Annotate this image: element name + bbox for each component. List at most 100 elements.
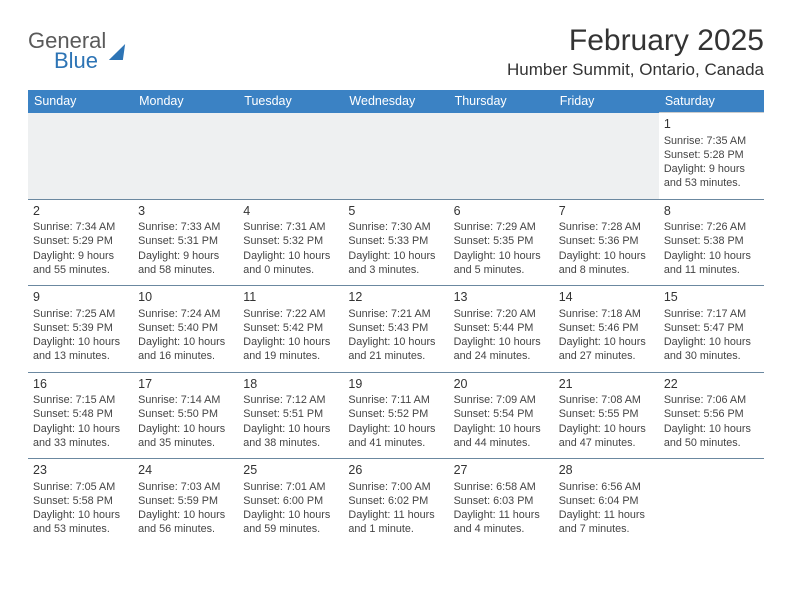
- sunrise-text: Sunrise: 7:05 AM: [33, 480, 128, 494]
- sunset-text: Sunset: 5:58 PM: [33, 494, 128, 508]
- sunset-text: Sunset: 5:43 PM: [348, 321, 443, 335]
- daylight-text: Daylight: 9 hours and 58 minutes.: [138, 249, 233, 278]
- calendar-day-cell: 2Sunrise: 7:34 AMSunset: 5:29 PMDaylight…: [28, 199, 133, 286]
- daylight-text: Daylight: 9 hours and 55 minutes.: [33, 249, 128, 278]
- daylight-text: Daylight: 10 hours and 33 minutes.: [33, 422, 128, 451]
- sunset-text: Sunset: 5:46 PM: [559, 321, 654, 335]
- day-number: 11: [243, 289, 338, 306]
- calendar-day-cell: [133, 113, 238, 200]
- sunrise-text: Sunrise: 7:30 AM: [348, 220, 443, 234]
- sunset-text: Sunset: 5:54 PM: [454, 407, 549, 421]
- daylight-text: Daylight: 10 hours and 41 minutes.: [348, 422, 443, 451]
- sunset-text: Sunset: 5:48 PM: [33, 407, 128, 421]
- daylight-text: Daylight: 10 hours and 47 minutes.: [559, 422, 654, 451]
- calendar-day-cell: 11Sunrise: 7:22 AMSunset: 5:42 PMDayligh…: [238, 286, 343, 373]
- calendar-day-cell: [238, 113, 343, 200]
- weekday-header: Sunday: [28, 90, 133, 113]
- sunset-text: Sunset: 5:29 PM: [33, 234, 128, 248]
- sunset-text: Sunset: 5:52 PM: [348, 407, 443, 421]
- day-number: 15: [664, 289, 759, 306]
- daylight-text: Daylight: 10 hours and 24 minutes.: [454, 335, 549, 364]
- calendar-day-cell: [659, 459, 764, 545]
- weekday-header: Friday: [554, 90, 659, 113]
- location-subtitle: Humber Summit, Ontario, Canada: [507, 60, 764, 80]
- sunset-text: Sunset: 5:33 PM: [348, 234, 443, 248]
- daylight-text: Daylight: 10 hours and 56 minutes.: [138, 508, 233, 537]
- calendar-day-cell: 5Sunrise: 7:30 AMSunset: 5:33 PMDaylight…: [343, 199, 448, 286]
- calendar-body: 1Sunrise: 7:35 AMSunset: 5:28 PMDaylight…: [28, 113, 764, 545]
- sunrise-text: Sunrise: 7:29 AM: [454, 220, 549, 234]
- sunset-text: Sunset: 5:47 PM: [664, 321, 759, 335]
- day-number: 21: [559, 376, 654, 393]
- sunset-text: Sunset: 5:39 PM: [33, 321, 128, 335]
- calendar-day-cell: 7Sunrise: 7:28 AMSunset: 5:36 PMDaylight…: [554, 199, 659, 286]
- calendar-week-row: 1Sunrise: 7:35 AMSunset: 5:28 PMDaylight…: [28, 113, 764, 200]
- calendar-day-cell: 17Sunrise: 7:14 AMSunset: 5:50 PMDayligh…: [133, 372, 238, 459]
- calendar-day-cell: 3Sunrise: 7:33 AMSunset: 5:31 PMDaylight…: [133, 199, 238, 286]
- sunrise-text: Sunrise: 7:33 AM: [138, 220, 233, 234]
- calendar-day-cell: 14Sunrise: 7:18 AMSunset: 5:46 PMDayligh…: [554, 286, 659, 373]
- calendar-day-cell: 16Sunrise: 7:15 AMSunset: 5:48 PMDayligh…: [28, 372, 133, 459]
- day-number: 9: [33, 289, 128, 306]
- calendar-day-cell: 6Sunrise: 7:29 AMSunset: 5:35 PMDaylight…: [449, 199, 554, 286]
- calendar-day-cell: 18Sunrise: 7:12 AMSunset: 5:51 PMDayligh…: [238, 372, 343, 459]
- sunrise-text: Sunrise: 7:26 AM: [664, 220, 759, 234]
- calendar-day-cell: 27Sunrise: 6:58 AMSunset: 6:03 PMDayligh…: [449, 459, 554, 545]
- sunset-text: Sunset: 5:31 PM: [138, 234, 233, 248]
- logo: General Blue: [28, 28, 124, 74]
- sunrise-text: Sunrise: 7:14 AM: [138, 393, 233, 407]
- calendar-day-cell: [28, 113, 133, 200]
- day-number: 13: [454, 289, 549, 306]
- weekday-header: Wednesday: [343, 90, 448, 113]
- day-number: 27: [454, 462, 549, 479]
- sunset-text: Sunset: 6:02 PM: [348, 494, 443, 508]
- sunset-text: Sunset: 6:03 PM: [454, 494, 549, 508]
- day-number: 2: [33, 203, 128, 220]
- daylight-text: Daylight: 10 hours and 11 minutes.: [664, 249, 759, 278]
- day-number: 10: [138, 289, 233, 306]
- sunset-text: Sunset: 6:00 PM: [243, 494, 338, 508]
- calendar-day-cell: 21Sunrise: 7:08 AMSunset: 5:55 PMDayligh…: [554, 372, 659, 459]
- day-number: 4: [243, 203, 338, 220]
- day-number: 22: [664, 376, 759, 393]
- sunrise-text: Sunrise: 7:03 AM: [138, 480, 233, 494]
- calendar-day-cell: [554, 113, 659, 200]
- calendar-day-cell: [449, 113, 554, 200]
- calendar-day-cell: 23Sunrise: 7:05 AMSunset: 5:58 PMDayligh…: [28, 459, 133, 545]
- weekday-header: Saturday: [659, 90, 764, 113]
- daylight-text: Daylight: 10 hours and 0 minutes.: [243, 249, 338, 278]
- daylight-text: Daylight: 11 hours and 7 minutes.: [559, 508, 654, 537]
- sunset-text: Sunset: 5:59 PM: [138, 494, 233, 508]
- calendar-header-row: SundayMondayTuesdayWednesdayThursdayFrid…: [28, 90, 764, 113]
- sunrise-text: Sunrise: 7:01 AM: [243, 480, 338, 494]
- daylight-text: Daylight: 10 hours and 30 minutes.: [664, 335, 759, 364]
- sunrise-text: Sunrise: 7:18 AM: [559, 307, 654, 321]
- daylight-text: Daylight: 10 hours and 8 minutes.: [559, 249, 654, 278]
- daylight-text: Daylight: 10 hours and 50 minutes.: [664, 422, 759, 451]
- sunrise-text: Sunrise: 6:56 AM: [559, 480, 654, 494]
- calendar-day-cell: [343, 113, 448, 200]
- day-number: 14: [559, 289, 654, 306]
- sunrise-text: Sunrise: 7:17 AM: [664, 307, 759, 321]
- day-number: 1: [664, 116, 759, 133]
- sunset-text: Sunset: 6:04 PM: [559, 494, 654, 508]
- day-number: 25: [243, 462, 338, 479]
- day-number: 19: [348, 376, 443, 393]
- daylight-text: Daylight: 10 hours and 44 minutes.: [454, 422, 549, 451]
- calendar-day-cell: 15Sunrise: 7:17 AMSunset: 5:47 PMDayligh…: [659, 286, 764, 373]
- weekday-header: Thursday: [449, 90, 554, 113]
- sunset-text: Sunset: 5:50 PM: [138, 407, 233, 421]
- day-number: 3: [138, 203, 233, 220]
- logo-text-block: General Blue: [28, 28, 106, 74]
- calendar-day-cell: 22Sunrise: 7:06 AMSunset: 5:56 PMDayligh…: [659, 372, 764, 459]
- weekday-header: Tuesday: [238, 90, 343, 113]
- daylight-text: Daylight: 10 hours and 16 minutes.: [138, 335, 233, 364]
- sunrise-text: Sunrise: 7:25 AM: [33, 307, 128, 321]
- sunrise-text: Sunrise: 7:11 AM: [348, 393, 443, 407]
- sunset-text: Sunset: 5:55 PM: [559, 407, 654, 421]
- daylight-text: Daylight: 11 hours and 4 minutes.: [454, 508, 549, 537]
- sunrise-text: Sunrise: 7:35 AM: [664, 134, 759, 148]
- sunset-text: Sunset: 5:51 PM: [243, 407, 338, 421]
- day-number: 20: [454, 376, 549, 393]
- sunset-text: Sunset: 5:35 PM: [454, 234, 549, 248]
